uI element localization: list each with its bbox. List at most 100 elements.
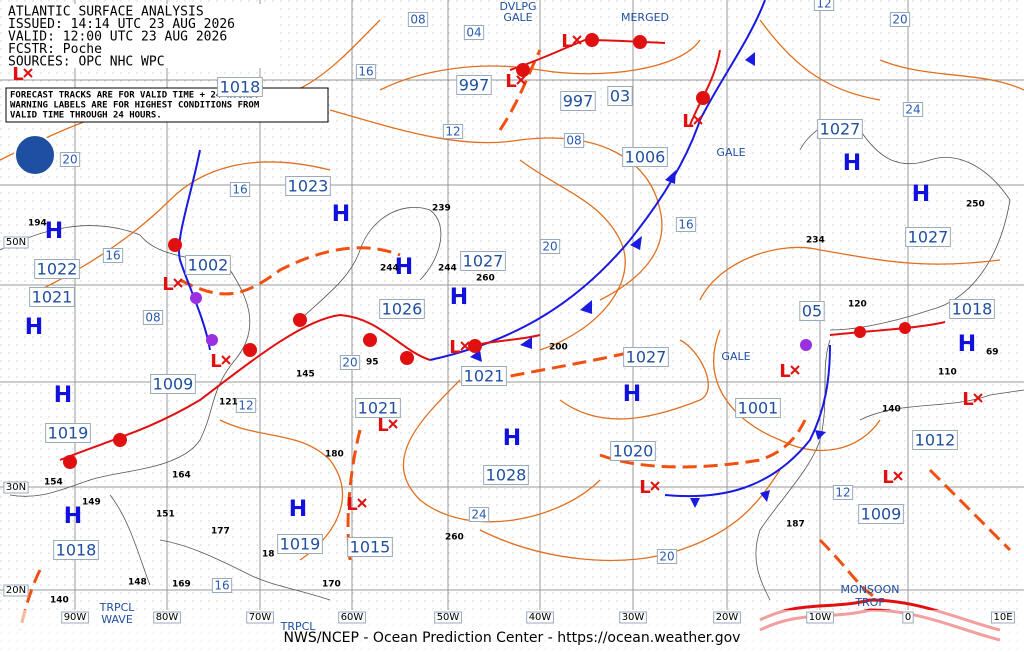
low-marker: [790, 365, 800, 375]
isobar-label-box: [468, 507, 490, 522]
isobar-label-box: [902, 102, 924, 117]
pressure-label: 1019: [280, 535, 321, 554]
isobar-label-box: [235, 398, 257, 413]
pressure-label-box: [610, 441, 656, 461]
pressure-label-box: [53, 540, 99, 560]
isobar-label-box: [59, 152, 81, 167]
longitude-label-box: [246, 611, 274, 624]
low-center: L: [346, 494, 357, 515]
pressure-label: 1028: [486, 466, 527, 485]
longitude-label-group: 20W: [713, 611, 741, 624]
high-center: H: [289, 497, 307, 522]
isobar-label-group: 16: [102, 248, 124, 263]
note-box: [5, 87, 329, 123]
station-value: 95: [366, 358, 379, 368]
pressure-label-box: [799, 301, 825, 321]
pressure-label-group: 1021: [461, 366, 507, 386]
isobar-label-box: [339, 355, 361, 370]
warning-label: GALE: [721, 350, 750, 363]
low-marker: [650, 481, 660, 491]
low-center: L: [210, 351, 221, 372]
station-value: 140: [882, 405, 901, 415]
station-value: 239: [432, 204, 451, 214]
pressure-label-box: [150, 374, 196, 394]
longitude-label-box: [990, 611, 1016, 624]
pressure-label-group: 1019: [45, 423, 91, 443]
header-line: ATLANTIC SURFACE ANALYSIS: [8, 5, 204, 20]
pressure-label-group: 1027: [817, 119, 863, 139]
header-line: FCSTR: Poche: [8, 42, 102, 57]
longitude-label-box: [338, 611, 366, 624]
isobar-label-box: [656, 549, 678, 564]
pressure-label: 1021: [358, 399, 399, 418]
longitude-label-box: [153, 611, 181, 624]
high-center: H: [64, 504, 82, 529]
high-center: H: [912, 182, 930, 207]
warning-label: MERGED: [621, 11, 669, 24]
longitude-label-group: 10W: [806, 611, 834, 624]
station-value: 120: [848, 300, 867, 310]
pressure-label-box: [560, 91, 596, 111]
pressure-label-group: 05: [799, 301, 825, 321]
pressure-label: 1001: [738, 399, 779, 418]
header-box: [4, 4, 274, 68]
isobar-label-box: [813, 0, 835, 11]
pressure-label-box: [607, 86, 633, 106]
pressure-label-group: 1018: [949, 299, 995, 319]
pressure-label-box: [912, 430, 958, 450]
pressure-label-box: [483, 465, 529, 485]
isobar-label-group: 12: [813, 0, 835, 11]
low-center: L: [779, 361, 790, 382]
low-center: L: [639, 477, 650, 498]
pressure-label-box: [460, 251, 506, 271]
isobar-label-box: [229, 182, 251, 197]
station-value: 244: [438, 264, 457, 274]
pressure-label-group: 1027: [460, 251, 506, 271]
pressure-label-box: [277, 534, 323, 554]
low-marker: [173, 278, 183, 288]
latitude-label-group: 50N: [3, 236, 29, 249]
low-marker: [221, 355, 231, 365]
footer: NWS/NCEP - Ocean Prediction Center - htt…: [284, 630, 741, 646]
pressure-label-box: [45, 423, 91, 443]
header-line: SOURCES: OPC NHC WPC: [8, 55, 165, 70]
isobar-label-box: [539, 239, 561, 254]
isobar-label: 20: [892, 13, 907, 27]
high-center: H: [54, 383, 72, 408]
isobar-label-box: [407, 12, 429, 27]
header-line: ISSUED: 14:14 UTC 23 AUG 2026: [8, 17, 235, 32]
isobar-label-box: [675, 217, 697, 232]
station-value: 260: [476, 274, 495, 284]
note-line: FORECAST TRACKS ARE FOR VALID TIME + 24 …: [10, 91, 259, 101]
latitude-label-box: [3, 481, 29, 494]
latitude-label-group: 30N: [3, 481, 29, 494]
pressure-label: 1023: [288, 177, 329, 196]
longitude-label-box: [713, 611, 741, 624]
pressure-label: 1020: [613, 442, 654, 461]
station-value: 200: [549, 343, 568, 353]
isobar-label-box: [442, 124, 464, 139]
isobar-label-box: [142, 310, 164, 325]
low-marker: [357, 498, 367, 508]
isobar-label-group: 20: [656, 549, 678, 564]
pressure-label-box: [858, 504, 904, 524]
pressure-label-box: [623, 347, 669, 367]
station-value: 149: [82, 498, 101, 508]
pressure-label: 1006: [625, 148, 666, 167]
pressure-label: 05: [802, 302, 822, 321]
isobar-label-group: 20: [339, 355, 361, 370]
isobar-label-group: 16: [675, 217, 697, 232]
longitude-label-box: [61, 611, 89, 624]
longitude-label: 0: [905, 612, 911, 623]
header-line: VALID: 12:00 UTC 23 AUG 2026: [8, 30, 227, 45]
isobar-label: 20: [342, 356, 357, 370]
high-center: H: [332, 202, 350, 227]
station-value: 170: [322, 580, 341, 590]
pressure-label-box: [949, 299, 995, 319]
pressure-label-group: 997: [456, 75, 492, 95]
longitude-label: 80W: [156, 612, 179, 623]
high-center: H: [623, 382, 641, 407]
isobar-label-group: 16: [211, 578, 233, 593]
low-center: L: [377, 415, 388, 436]
station-value: 121: [219, 398, 238, 408]
